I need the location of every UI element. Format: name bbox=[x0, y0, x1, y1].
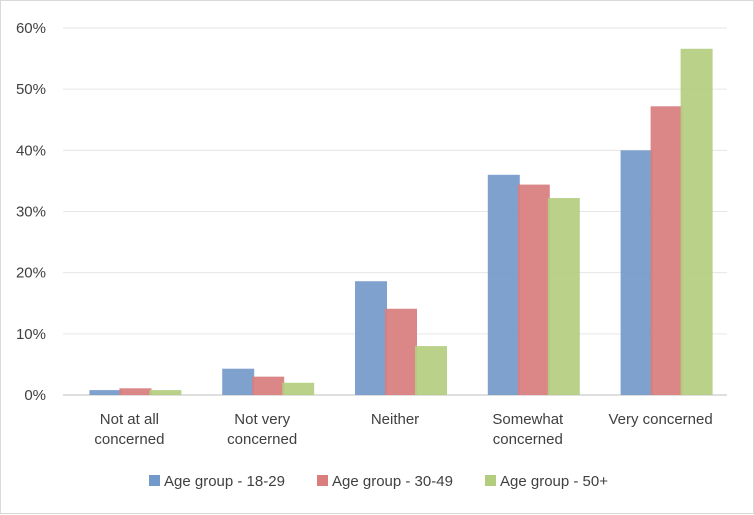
bar-series-3-cat-1 bbox=[149, 390, 182, 395]
y-tick-label: 30% bbox=[16, 204, 46, 221]
category-label: concerned bbox=[227, 431, 297, 448]
bar-series-1-cat-5 bbox=[620, 150, 653, 395]
y-tick-label: 40% bbox=[16, 142, 46, 159]
legend-swatch bbox=[485, 475, 496, 486]
category-label: Somewhat bbox=[492, 411, 564, 428]
category-label: concerned bbox=[94, 431, 164, 448]
bar-series-2-cat-3 bbox=[385, 308, 417, 395]
category-label: Not very bbox=[234, 411, 290, 428]
category-label: Very concerned bbox=[608, 411, 712, 428]
bar-series-3-cat-3 bbox=[415, 346, 447, 395]
legend-label: Age group - 18-29 bbox=[164, 473, 285, 490]
category-label: Neither bbox=[371, 411, 419, 428]
y-tick-label: 10% bbox=[16, 326, 46, 343]
bar-series-3-cat-2 bbox=[282, 382, 315, 395]
bar-series-1-cat-2 bbox=[222, 368, 255, 395]
bar-series-2-cat-4 bbox=[517, 184, 550, 395]
bar-series-1-cat-3 bbox=[355, 281, 387, 395]
x-axis-categories: Not at all concerned Not very concerned Neit… bbox=[94, 411, 712, 448]
y-tick-label: 60% bbox=[16, 20, 46, 37]
bar-series-1-cat-4 bbox=[487, 174, 520, 395]
bar-series-2-cat-1 bbox=[119, 388, 152, 395]
legend-label: Age group - 50+ bbox=[500, 473, 608, 490]
legend-swatch bbox=[149, 475, 160, 486]
bar-series-1-cat-1 bbox=[89, 390, 122, 395]
y-tick-label: 50% bbox=[16, 81, 46, 98]
bar-series-3-cat-4 bbox=[547, 198, 580, 395]
gridlines bbox=[63, 27, 727, 396]
bar-series-3-cat-5 bbox=[680, 48, 713, 396]
bars bbox=[89, 48, 713, 396]
bar-series-2-cat-2 bbox=[252, 376, 285, 395]
y-tick-label: 0% bbox=[24, 387, 46, 404]
y-tick-label: 20% bbox=[16, 265, 46, 282]
category-label: Not at all bbox=[100, 411, 159, 428]
legend-label: Age group - 30-49 bbox=[332, 473, 453, 490]
bar-series-2-cat-5 bbox=[650, 106, 683, 395]
y-axis-ticks: 0% 10% 20% 30% 40% 50% 60% bbox=[16, 20, 46, 404]
category-label: concerned bbox=[493, 431, 563, 448]
legend: Age group - 18-29 Age group - 30-49 Age gr… bbox=[149, 473, 608, 490]
legend-swatch bbox=[317, 475, 328, 486]
